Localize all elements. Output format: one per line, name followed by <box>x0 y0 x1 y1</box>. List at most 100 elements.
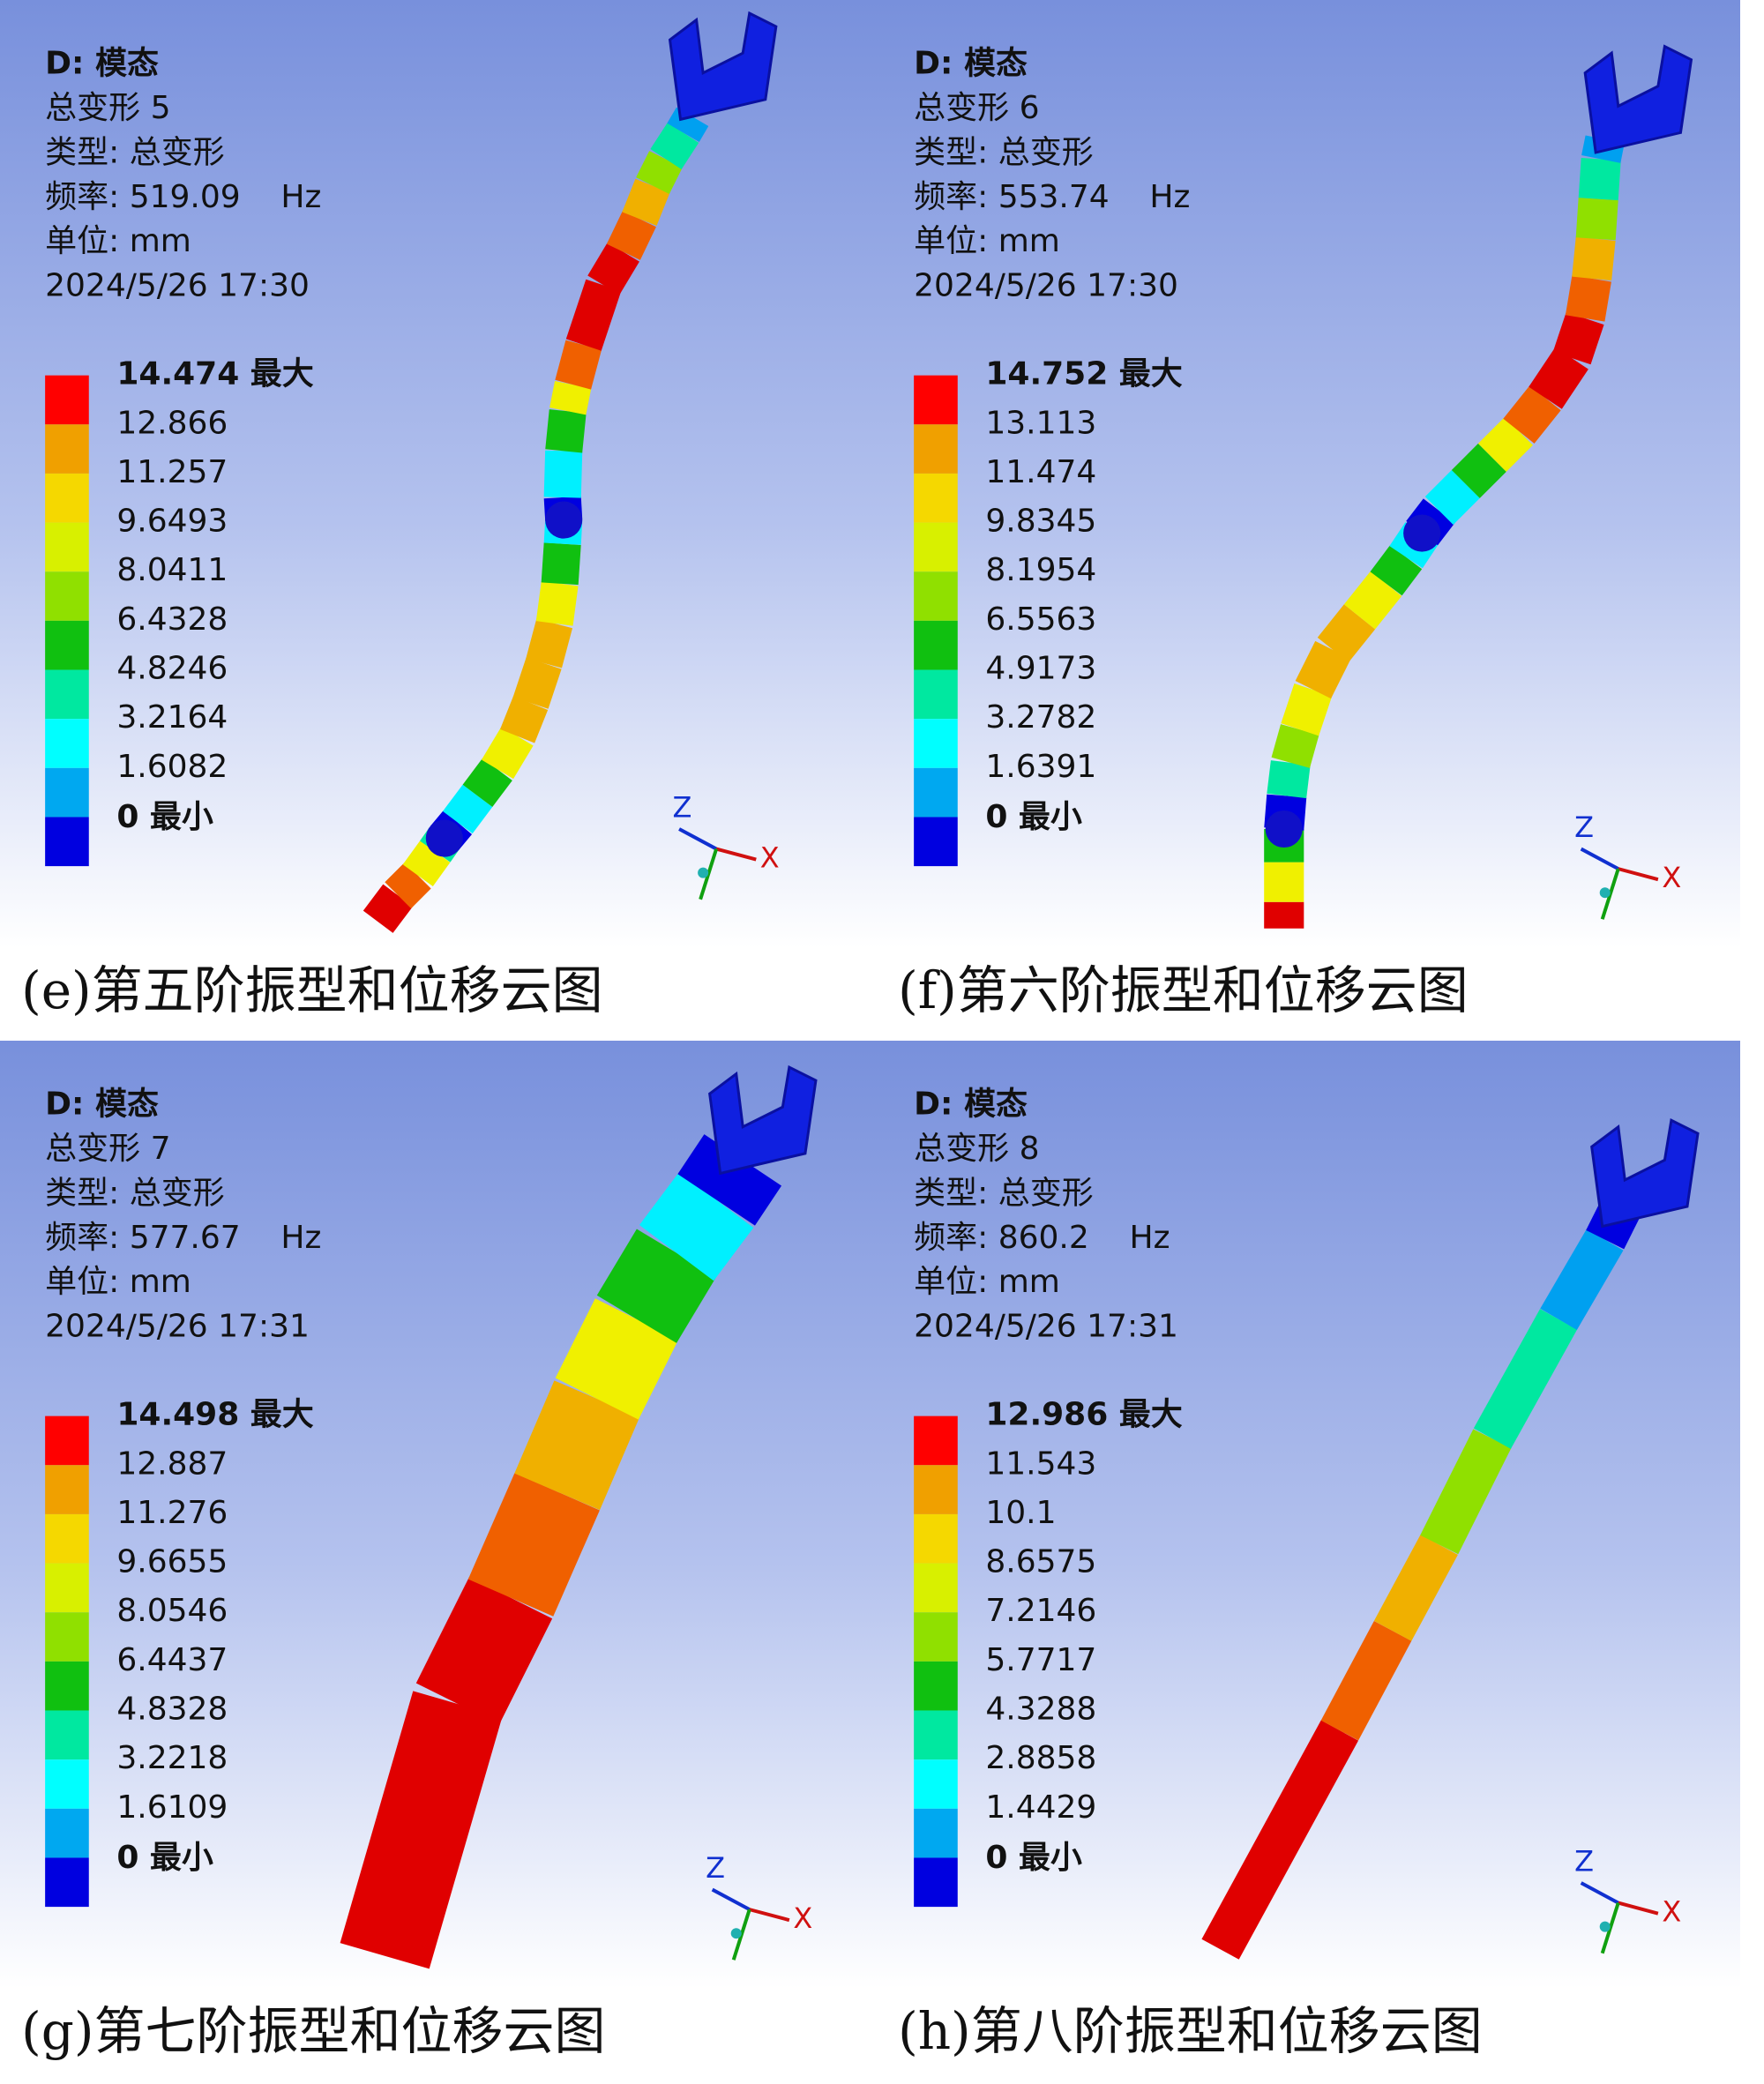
legend-label: 14.498 最大 <box>116 1397 313 1433</box>
info-line: D: 模态 <box>45 46 159 82</box>
tube-segment <box>402 840 451 886</box>
legend-swatch <box>45 1808 89 1858</box>
legend-swatch <box>45 719 89 768</box>
legend-label: 8.6575 <box>985 1544 1096 1580</box>
tube-segment <box>1578 157 1621 201</box>
info-line: 频率: 519.09 Hz <box>45 179 321 215</box>
caption: (g)第七阶振型和位移云图 <box>21 2001 605 2061</box>
legend-label: 9.8345 <box>985 504 1096 540</box>
triad-y <box>699 848 719 900</box>
triad-z-label: Z <box>706 1851 725 1885</box>
legend-swatch <box>914 719 958 768</box>
clevis-head <box>1583 44 1693 154</box>
tube-segment <box>1281 683 1333 736</box>
legend-swatch <box>45 1759 89 1809</box>
legend-label: 0 最小 <box>116 799 213 835</box>
tube-segment <box>1320 1620 1412 1741</box>
tube-segment <box>512 657 562 709</box>
legend-swatch <box>914 571 958 621</box>
info-line: 单位: mm <box>45 223 191 259</box>
triad-origin <box>1599 1921 1611 1932</box>
tube-segment <box>1473 1309 1578 1449</box>
legend-swatch <box>45 473 89 523</box>
legend-swatch <box>914 424 958 474</box>
legend-label: 3.2164 <box>116 699 228 736</box>
legend-label: 4.9173 <box>985 651 1096 687</box>
triad-z <box>1580 847 1619 870</box>
legend-swatch <box>914 1563 958 1613</box>
tube-segment <box>667 107 709 143</box>
info-line: D: 模态 <box>45 1087 159 1123</box>
legend-swatch <box>914 1857 958 1908</box>
legend-swatch <box>45 1857 89 1908</box>
legend-label: 13.113 <box>985 405 1096 441</box>
info-line: 单位: mm <box>914 223 1060 259</box>
triad-x <box>749 1908 790 1923</box>
legend-swatch <box>914 817 958 867</box>
triad-z-label: Z <box>673 790 692 824</box>
tube-segment <box>467 1473 600 1617</box>
tube-segment <box>462 758 512 808</box>
info-line: 类型: 总变形 <box>914 1175 1094 1211</box>
node-spot <box>1403 514 1441 552</box>
tube-segment <box>340 1691 503 1969</box>
info-line: 频率: 860.2 Hz <box>914 1220 1170 1256</box>
tube-segment <box>443 784 493 834</box>
triad-y <box>731 1908 751 1961</box>
legend-swatch <box>45 767 89 818</box>
legend-swatch <box>914 1612 958 1662</box>
legend-label: 1.6082 <box>116 749 228 785</box>
caption: (h)第八阶振型和位移云图 <box>898 2001 1483 2061</box>
legend-swatch <box>914 767 958 818</box>
viewport-background <box>0 0 869 948</box>
tube-segment <box>1529 347 1588 409</box>
legend-label: 12.887 <box>116 1445 228 1482</box>
tube-segment <box>565 279 622 351</box>
caption: (e)第五阶振型和位移云图 <box>21 960 603 1020</box>
info-line: 单位: mm <box>45 1264 191 1300</box>
legend-label: 12.866 <box>116 405 228 441</box>
tube-segment <box>1370 545 1423 596</box>
caption: (f)第六阶振型和位移云图 <box>898 960 1469 1020</box>
legend-swatch <box>914 1808 958 1858</box>
legend-label: 7.2146 <box>985 1593 1096 1629</box>
info-line: 类型: 总变形 <box>914 134 1094 170</box>
tube-segment <box>650 122 699 169</box>
legend-swatch <box>45 424 89 474</box>
triad-x-label: X <box>1662 1895 1681 1929</box>
legend-swatch <box>914 522 958 572</box>
info-line: D: 模态 <box>914 1087 1028 1123</box>
legend-swatch <box>45 620 89 670</box>
legend-label: 1.6391 <box>985 749 1096 785</box>
tube-segment <box>541 542 581 586</box>
tube-segment <box>1317 604 1376 663</box>
tube-segment <box>363 884 414 933</box>
legend-label: 0 最小 <box>985 799 1082 835</box>
legend-swatch <box>914 620 958 670</box>
tube-segment <box>514 1380 640 1511</box>
triad-x <box>715 847 757 862</box>
tube-segment <box>555 340 602 390</box>
triad-x-label: X <box>1662 861 1681 894</box>
info-line: 类型: 总变形 <box>45 134 225 170</box>
tube-segment <box>1565 275 1611 322</box>
legend-label: 14.752 最大 <box>985 356 1182 392</box>
info-line: 2024/5/26 17:31 <box>45 1309 310 1345</box>
info-line: 2024/5/26 17:30 <box>914 268 1178 304</box>
legend-label: 6.5563 <box>985 601 1096 638</box>
legend-label: 11.276 <box>116 1495 228 1531</box>
triad-y <box>1600 868 1620 920</box>
info-line: 总变形 5 <box>45 90 170 126</box>
triad-z <box>678 827 718 851</box>
tube-segment <box>1420 1429 1512 1555</box>
tube-segment <box>1540 1229 1624 1330</box>
legend-label: 11.474 <box>985 454 1096 490</box>
legend-label: 10.1 <box>985 1495 1056 1531</box>
legend-label: 4.3288 <box>985 1692 1096 1728</box>
legend-label: 6.4437 <box>116 1642 228 1678</box>
legend-label: 4.8246 <box>116 651 228 687</box>
triad-x <box>1618 867 1659 882</box>
tube-segment <box>549 381 592 415</box>
tube-segment <box>587 242 639 295</box>
